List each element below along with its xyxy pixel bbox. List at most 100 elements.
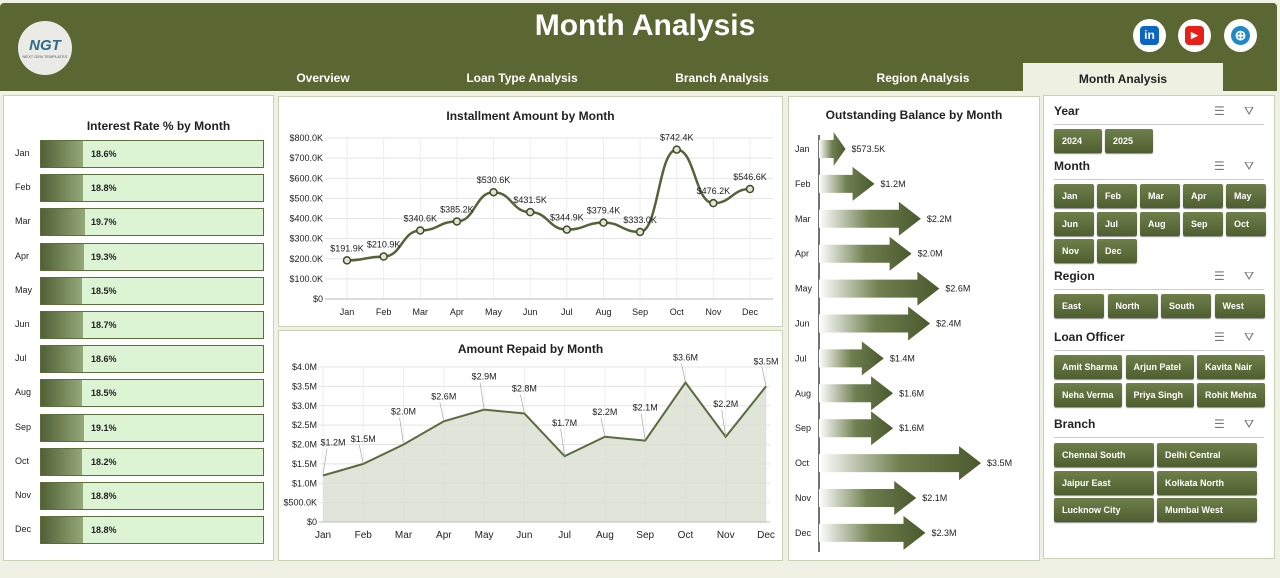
clear-filter-icon[interactable]: ⛛ bbox=[1244, 330, 1255, 344]
linkedin-button[interactable]: in bbox=[1133, 19, 1166, 52]
month-slicer-item[interactable]: Dec bbox=[1097, 239, 1137, 263]
tab-branch-analysis[interactable]: Branch Analysis bbox=[675, 71, 769, 85]
interest-rate-value: 19.3% bbox=[91, 251, 117, 262]
month-label: Apr bbox=[15, 250, 30, 261]
month-slicer-item[interactable]: Nov bbox=[1054, 239, 1094, 263]
interest-rate-bar: 18.6% bbox=[40, 140, 264, 168]
interest-rate-value: 19.7% bbox=[91, 217, 117, 228]
interest-rate-bar: 18.6% bbox=[40, 345, 264, 374]
multi-select-icon[interactable]: ☰ bbox=[1214, 330, 1225, 344]
year-slicer-title: Year bbox=[1054, 104, 1080, 118]
interest-rate-bar: 19.3% bbox=[40, 242, 264, 271]
data-label: $2.8M bbox=[512, 384, 537, 394]
loan-officer-slicer-item[interactable]: Arjun Patel bbox=[1125, 355, 1194, 379]
data-point bbox=[709, 198, 718, 208]
month-slicer-item[interactable]: Jul bbox=[1097, 211, 1137, 236]
x-tick-label: Jan bbox=[315, 530, 331, 541]
leader-line bbox=[640, 413, 646, 441]
branch-slicer-item[interactable]: Kolkata North bbox=[1157, 470, 1257, 495]
data-point bbox=[599, 218, 608, 227]
interest-rate-value: 18.5% bbox=[91, 285, 117, 296]
loan-officer-slicer-item[interactable]: Kavita Nair bbox=[1197, 355, 1265, 379]
interest-rate-row: Jul 18.6% bbox=[12, 345, 264, 374]
x-tick-label: Feb bbox=[376, 307, 392, 317]
month-slicer-item[interactable]: Jan bbox=[1054, 184, 1094, 208]
multi-select-icon[interactable]: ☰ bbox=[1214, 159, 1225, 173]
month-slicer-item[interactable]: May bbox=[1226, 184, 1266, 208]
interest-rate-value: 18.8% bbox=[91, 525, 117, 536]
month-slicer-item[interactable]: Oct bbox=[1226, 211, 1266, 236]
leader-line bbox=[399, 417, 404, 445]
branch-slicer-item[interactable]: Jaipur East bbox=[1054, 470, 1154, 495]
website-button[interactable]: ⊕ bbox=[1224, 19, 1257, 52]
branch-slicer-item[interactable]: Delhi Central bbox=[1157, 443, 1257, 467]
tab-region-analysis[interactable]: Region Analysis bbox=[876, 71, 970, 85]
multi-select-icon[interactable]: ☰ bbox=[1214, 417, 1225, 431]
region-slicer-item[interactable]: West bbox=[1214, 294, 1265, 318]
clear-filter-icon[interactable]: ⛛ bbox=[1244, 269, 1255, 283]
month-label: Aug bbox=[15, 387, 32, 398]
data-point bbox=[562, 225, 572, 234]
month-slicer-item[interactable]: Mar bbox=[1140, 184, 1180, 208]
x-tick-label: Aug bbox=[596, 530, 614, 541]
tab-month-analysis[interactable]: Month Analysis bbox=[1023, 63, 1223, 93]
month-slicer-item[interactable]: Apr bbox=[1183, 184, 1223, 208]
loan-officer-slicer-item[interactable]: Priya Singh bbox=[1125, 382, 1194, 407]
month-label: Dec bbox=[795, 528, 812, 538]
month-slicer-item[interactable]: Aug bbox=[1140, 211, 1180, 236]
interest-rate-bar: 18.8% bbox=[40, 482, 264, 510]
branch-slicer-item[interactable]: Mumbai West bbox=[1157, 498, 1257, 522]
x-tick-label: Jul bbox=[558, 530, 571, 541]
month-label: Nov bbox=[15, 490, 32, 500]
month-slicer-item[interactable]: Sep bbox=[1183, 211, 1223, 236]
loan-officer-slicer-item[interactable]: Amit Sharma bbox=[1054, 355, 1122, 379]
loan-officer-slicer-item[interactable]: Neha Verma bbox=[1054, 382, 1122, 407]
outstanding-arrow bbox=[819, 515, 926, 550]
multi-select-icon[interactable]: ☰ bbox=[1214, 104, 1225, 118]
month-label: Aug bbox=[795, 388, 811, 398]
month-label: Mar bbox=[795, 214, 811, 224]
clear-filter-icon[interactable]: ⛛ bbox=[1244, 417, 1255, 431]
region-slicer-item[interactable]: South bbox=[1161, 294, 1211, 318]
data-label: $2.6M bbox=[431, 391, 456, 401]
youtube-button[interactable]: ▶ bbox=[1178, 19, 1211, 52]
outstanding-arrow bbox=[819, 341, 884, 376]
data-point bbox=[342, 256, 352, 265]
x-tick-label: Aug bbox=[595, 307, 611, 317]
divider bbox=[1054, 124, 1264, 125]
series-line bbox=[322, 380, 767, 477]
x-tick-label: Feb bbox=[355, 530, 373, 541]
data-label: $2.6M bbox=[945, 284, 970, 294]
interest-rate-row: May 18.5% bbox=[12, 276, 264, 305]
month-slicer-item[interactable]: Feb bbox=[1097, 184, 1137, 208]
year-slicer-item[interactable]: 2024 bbox=[1054, 129, 1102, 153]
data-point bbox=[672, 145, 681, 154]
y-tick-label: $0 bbox=[313, 294, 323, 304]
tab-overview[interactable]: Overview bbox=[296, 71, 350, 85]
y-tick-label: $300.0K bbox=[289, 234, 323, 244]
data-label: $573.5K bbox=[852, 144, 886, 154]
month-label: Jan bbox=[15, 148, 30, 158]
region-slicer-item[interactable]: North bbox=[1107, 294, 1158, 318]
clear-filter-icon[interactable]: ⛛ bbox=[1244, 159, 1255, 173]
multi-select-icon[interactable]: ☰ bbox=[1214, 269, 1225, 283]
data-label: $2.2M bbox=[713, 399, 738, 409]
branch-slicer-item[interactable]: Lucknow City bbox=[1054, 498, 1154, 522]
interest-rate-bar: 18.7% bbox=[40, 311, 264, 339]
loan-officer-slicer-item[interactable]: Rohit Mehta bbox=[1197, 382, 1265, 407]
interest-rate-fill bbox=[41, 277, 83, 304]
y-tick-label: $2.5M bbox=[292, 420, 317, 430]
x-tick-label: Apr bbox=[450, 307, 464, 317]
tab-loan-type-analysis[interactable]: Loan Type Analysis bbox=[466, 71, 578, 85]
branch-slicer-item[interactable]: Chennai South bbox=[1054, 443, 1154, 467]
y-tick-label: $3.5M bbox=[292, 381, 317, 391]
year-slicer-item[interactable]: 2025 bbox=[1105, 129, 1153, 153]
leader-line bbox=[322, 448, 328, 476]
clear-filter-icon[interactable]: ⛛ bbox=[1244, 104, 1255, 118]
month-label: Oct bbox=[795, 458, 810, 468]
interest-rate-fill bbox=[41, 312, 83, 338]
month-slicer-item[interactable]: Jun bbox=[1054, 211, 1094, 236]
outstanding-arrow bbox=[819, 166, 875, 201]
region-slicer-item[interactable]: East bbox=[1054, 294, 1104, 318]
data-point bbox=[452, 217, 462, 226]
